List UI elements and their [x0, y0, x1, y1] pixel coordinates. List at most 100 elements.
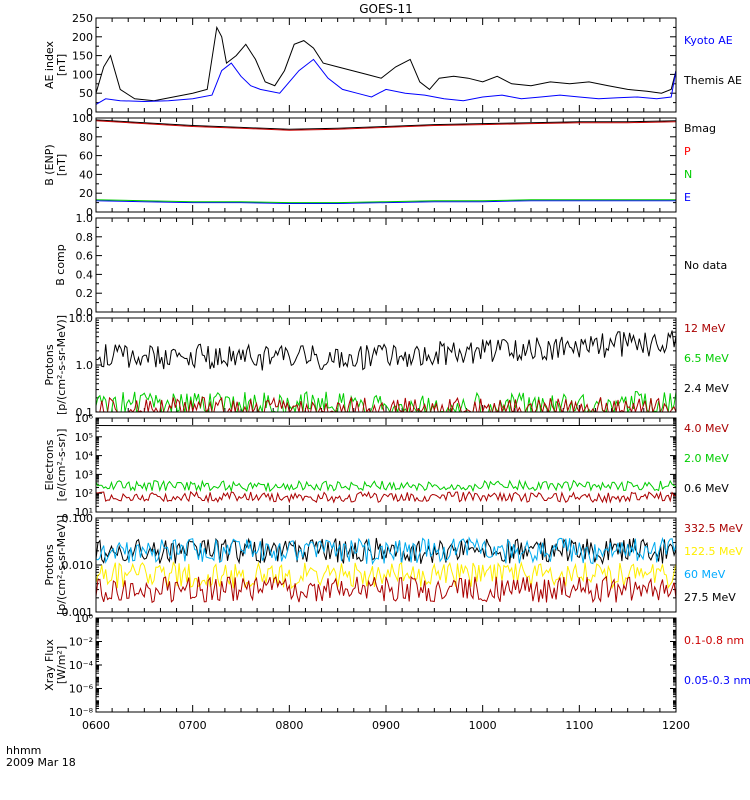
- series-line-0-6-mev: [96, 424, 676, 427]
- y-tick-label: 0.8: [76, 231, 94, 244]
- y-axis-label: B (ENP): [43, 144, 56, 185]
- panel-2: 0 20 40 60 80 100 B (ENP) [nT] Bmag PNE: [43, 112, 716, 219]
- x-tick-label: 0900: [372, 719, 400, 732]
- plot-frame: [95, 617, 677, 713]
- series-line-2-4-mev: [96, 330, 676, 371]
- legend-entry: P: [684, 145, 691, 158]
- plot-frame: [95, 17, 677, 113]
- y-tick-label: 250: [72, 12, 93, 25]
- legend-entry: 12 MeV: [684, 322, 726, 335]
- panel-3: 0.0 0.2 0.4 0.6 0.8 1.0 B comp No data: [54, 212, 727, 319]
- y-axis-label: [e/(cm²-s-sr)]: [55, 429, 68, 502]
- legend-entry: 6.5 MeV: [684, 352, 729, 365]
- y-tick-label: 0.001: [62, 606, 94, 619]
- time-axis-label-hhmm: hhmm: [6, 744, 41, 757]
- legend-entry: N: [684, 168, 692, 181]
- y-tick-label: 10³: [75, 468, 93, 481]
- time-axis: 0600 0700 0800 0900 1000 1100 1200: [82, 719, 690, 732]
- y-tick-label: 0.1: [76, 406, 94, 419]
- y-tick-label: 0.010: [62, 559, 94, 572]
- panel-4: 0.1 1.0 10.0 Protons [p/(cm²-s-sr-MeV)] 12 Me…: [43, 312, 729, 419]
- y-tick-label: 10⁻⁴: [69, 659, 94, 672]
- y-axis-label: AE index: [43, 40, 56, 89]
- plot-frame: [95, 317, 677, 413]
- x-tick-label: 1100: [565, 719, 593, 732]
- y-tick-label: 10⁴: [75, 450, 94, 463]
- y-tick-label: 10¹: [75, 506, 93, 519]
- y-tick-label: 0.0: [76, 306, 94, 319]
- y-axis-label: [nT]: [55, 54, 68, 76]
- series-line-6-5-mev: [96, 390, 676, 412]
- plot-frame: [95, 217, 677, 313]
- panel-5: 10¹ 10² 10³ 10⁴ 10⁵ 10⁶ Electrons [e/(cm²-s-sr)…: [43, 412, 729, 519]
- legend-entry: 0.6 MeV: [684, 482, 729, 495]
- y-axis-label: [p/(cm²-s-sr-MeV)]: [55, 315, 68, 415]
- y-tick-label: 10²: [75, 487, 93, 500]
- series-line-4-0-mev: [96, 490, 676, 504]
- panel-7: 10⁻⁸ 10⁻⁶ 10⁻⁴ 10⁻² 10⁰ Xray Flux [W/m²] 0.1-0.…: [43, 612, 750, 719]
- y-tick-label: 10⁻²: [69, 636, 93, 649]
- y-tick-label: 100: [72, 112, 93, 125]
- legend-entry: No data: [684, 259, 727, 272]
- y-tick-label: 10.0: [69, 312, 94, 325]
- series-line-60-mev: [96, 536, 676, 566]
- y-tick-label: 20: [79, 187, 93, 200]
- series-line-kyoto-ae: [96, 58, 676, 105]
- y-tick-label: 10⁻⁶: [69, 683, 94, 696]
- series-line-e: [96, 200, 676, 204]
- y-tick-label: 10⁰: [75, 612, 94, 625]
- y-tick-label: 10⁵: [75, 431, 93, 444]
- series-line-2-0-mev: [96, 479, 676, 493]
- x-tick-label: 1200: [662, 719, 690, 732]
- y-axis-label: Electrons: [43, 439, 56, 490]
- series-line-n: [96, 199, 676, 204]
- y-axis-label: [W/m²]: [55, 646, 68, 684]
- x-tick-label: 0700: [179, 719, 207, 732]
- legend-entry: Themis AE: [683, 74, 742, 87]
- y-axis-label: [p/(cm²-s-sr-MeV)]: [55, 515, 68, 615]
- y-tick-label: 1.0: [76, 359, 94, 372]
- legend-entry: 332.5 MeV: [684, 522, 743, 535]
- legend-entry: 0.05-0.3 nm: [684, 674, 750, 687]
- y-axis-label: [nT]: [55, 154, 68, 176]
- time-axis-label-date: 2009 Mar 18: [6, 756, 76, 769]
- y-axis-label: Protons: [43, 344, 56, 385]
- figure-title: GOES-11: [359, 2, 413, 16]
- y-tick-label: 60: [79, 150, 93, 163]
- legend-entry: 122.5 MeV: [684, 545, 743, 558]
- panel-1: 0 50 100 150 200 250 AE index [nT] Kyoto AE Themi…: [43, 12, 742, 119]
- plot-frame: [95, 417, 677, 513]
- y-tick-label: 100: [72, 68, 93, 81]
- x-tick-label: 0600: [82, 719, 110, 732]
- legend-entry: 27.5 MeV: [684, 591, 736, 604]
- x-tick-label: 1000: [469, 719, 497, 732]
- y-axis-label: B comp: [54, 244, 67, 286]
- y-tick-label: 0.6: [76, 250, 94, 263]
- y-tick-label: 0: [86, 206, 93, 219]
- y-tick-label: 50: [79, 87, 93, 100]
- y-tick-label: 150: [72, 50, 93, 63]
- y-tick-label: 0.100: [62, 512, 94, 525]
- y-tick-label: 80: [79, 131, 93, 144]
- series-line-12-mev: [96, 396, 676, 412]
- plot-frame: [95, 517, 677, 613]
- series-line-122-5-mev: [96, 561, 676, 590]
- y-axis-label: Xray Flux: [43, 639, 56, 691]
- y-tick-label: 0.2: [76, 287, 94, 300]
- series-line-p: [96, 120, 676, 131]
- series-line-27-5-mev: [96, 537, 676, 566]
- y-tick-label: 200: [72, 31, 93, 44]
- series-line-332-5-mev: [96, 575, 676, 604]
- legend-entry: 2.0 MeV: [684, 452, 729, 465]
- series-line-themis-ae: [96, 25, 676, 102]
- legend-entry: Bmag: [684, 122, 716, 135]
- y-tick-label: 0: [86, 106, 93, 119]
- legend-entry: 4.0 MeV: [684, 422, 729, 435]
- legend-entry: 60 MeV: [684, 568, 726, 581]
- x-tick-label: 0800: [275, 719, 303, 732]
- legend-entry: 0.1-0.8 nm: [684, 634, 744, 647]
- legend-entry: Kyoto AE: [684, 34, 733, 47]
- y-tick-label: 10⁶: [75, 412, 94, 425]
